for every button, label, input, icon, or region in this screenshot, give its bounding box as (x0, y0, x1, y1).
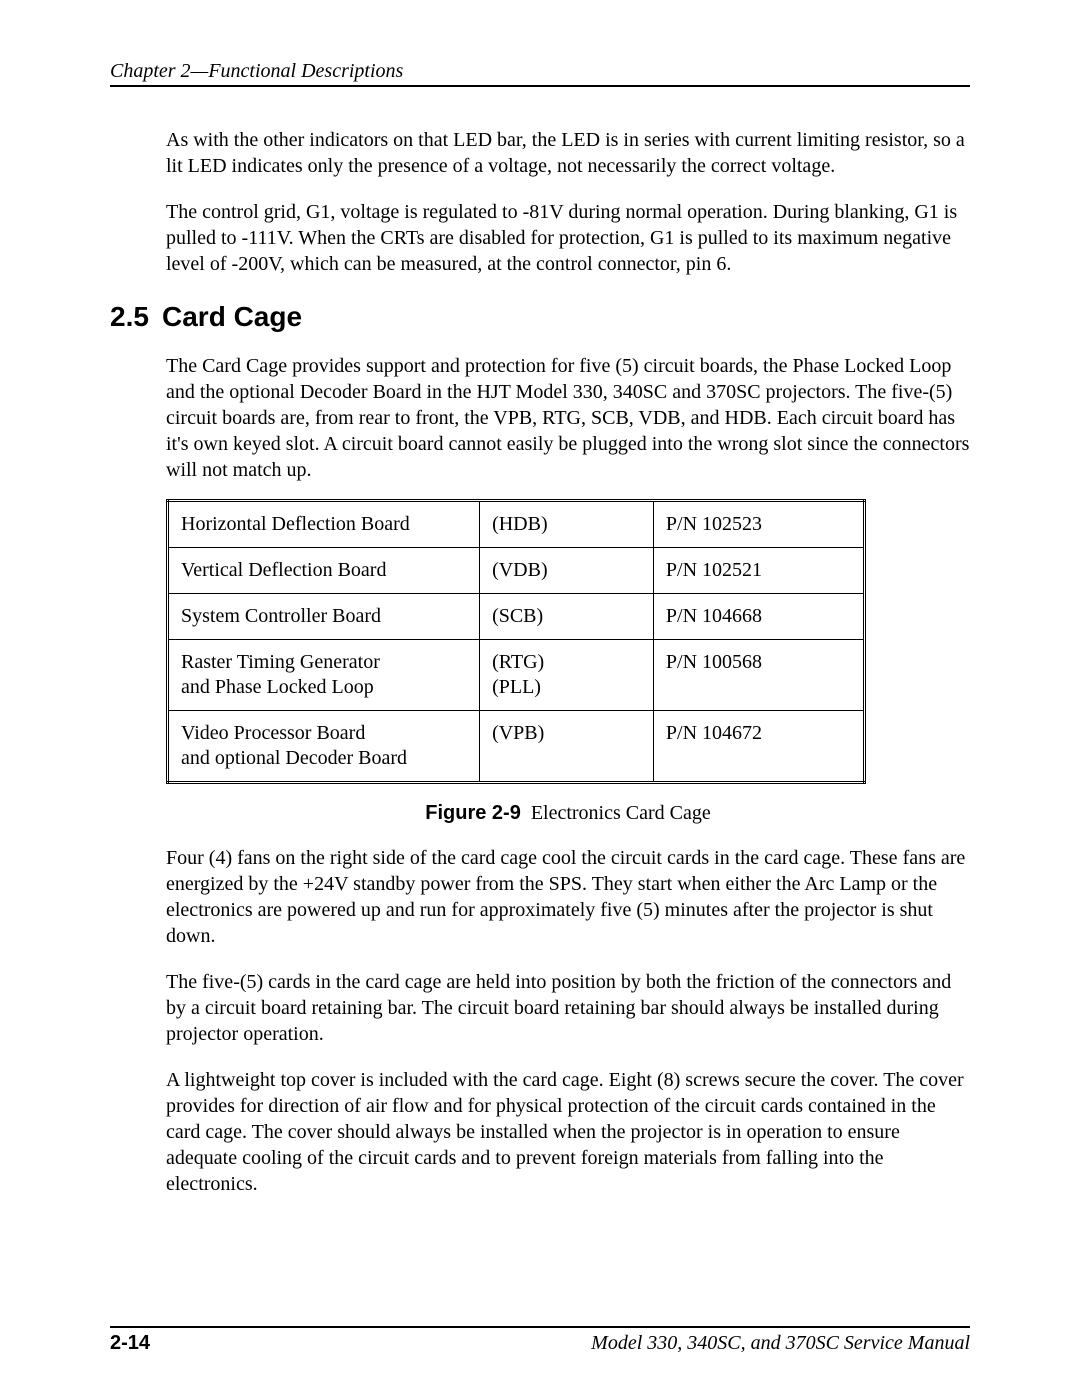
manual-title: Model 330, 340SC, and 370SC Service Manu… (591, 1332, 970, 1355)
table-row: Raster Timing Generator and Phase Locked… (168, 640, 865, 711)
card-cage-table: Horizontal Deflection Board (HDB) P/N 10… (166, 499, 866, 784)
board-abbr: (VPB) (492, 721, 641, 746)
table-row: Horizontal Deflection Board (HDB) P/N 10… (168, 501, 865, 548)
paragraph-retaining-bar: The five-(5) cards in the card cage are … (166, 969, 970, 1047)
board-pn: P/N 104672 (653, 711, 864, 783)
figure-caption-text: Electronics Card Cage (531, 802, 711, 824)
board-name-line2: and Phase Locked Loop (181, 675, 467, 700)
section-heading: 2.5Card Cage (110, 301, 970, 333)
paragraph-led: As with the other indicators on that LED… (166, 127, 970, 179)
board-pn: P/N 100568 (653, 640, 864, 711)
table-row: Vertical Deflection Board (VDB) P/N 1025… (168, 548, 865, 594)
board-abbr: (SCB) (492, 604, 641, 629)
board-abbr-line2: (PLL) (492, 675, 641, 700)
board-name: Video Processor Board (181, 721, 467, 746)
board-pn: P/N 102521 (653, 548, 864, 594)
board-name: System Controller Board (181, 604, 467, 629)
board-abbr: (VDB) (492, 558, 641, 583)
page-number: 2-14 (110, 1332, 150, 1355)
paragraph-cardcage-intro: The Card Cage provides support and prote… (166, 353, 970, 483)
section-number: 2.5 (110, 301, 162, 333)
figure-label: Figure 2-9 (425, 802, 521, 824)
chapter-header: Chapter 2—Functional Descriptions (110, 60, 970, 87)
table-row: Video Processor Board and optional Decod… (168, 711, 865, 783)
figure-caption: Figure 2-9 Electronics Card Cage (166, 802, 970, 825)
board-abbr: (HDB) (492, 512, 641, 537)
board-pn: P/N 102523 (653, 501, 864, 548)
board-name: Horizontal Deflection Board (181, 512, 467, 537)
board-name-line2: and optional Decoder Board (181, 746, 467, 771)
paragraph-top-cover: A lightweight top cover is included with… (166, 1067, 970, 1197)
board-abbr: (RTG) (492, 650, 641, 675)
board-pn: P/N 104668 (653, 594, 864, 640)
paragraph-fans: Four (4) fans on the right side of the c… (166, 845, 970, 949)
section-title: Card Cage (162, 301, 302, 332)
table-row: System Controller Board (SCB) P/N 104668 (168, 594, 865, 640)
board-name: Raster Timing Generator (181, 650, 467, 675)
board-name: Vertical Deflection Board (181, 558, 467, 583)
paragraph-g1: The control grid, G1, voltage is regulat… (166, 199, 970, 277)
page-footer: 2-14 Model 330, 340SC, and 370SC Service… (110, 1326, 970, 1355)
